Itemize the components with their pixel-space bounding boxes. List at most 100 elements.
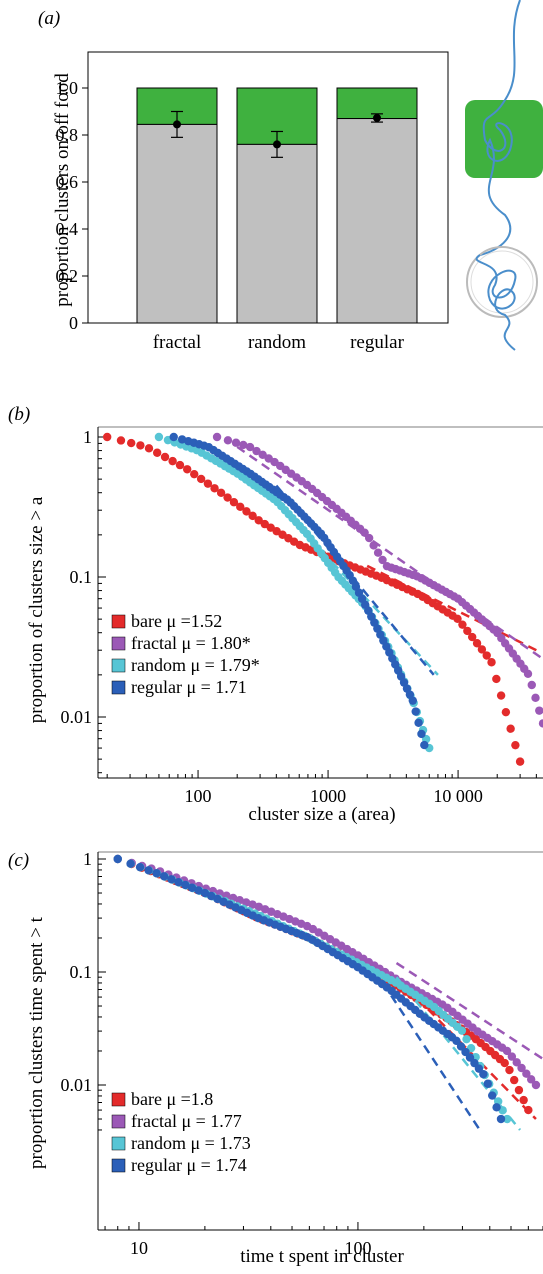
legend-label-fractal: fractal μ = 1.80* — [131, 633, 251, 653]
point-fractal — [212, 432, 222, 442]
point-bare — [136, 441, 145, 450]
y-tick-label: 1 — [83, 427, 92, 447]
point-fractal — [248, 900, 257, 909]
point-regular — [152, 869, 161, 878]
point-regular — [169, 432, 178, 442]
mean-point — [273, 140, 281, 149]
y-tick-label: 0.01 — [61, 1075, 93, 1095]
point-fractal — [512, 1058, 521, 1067]
log-chart-b: (b) proportion of clusters size > a clus… — [8, 404, 543, 825]
point-regular — [492, 1103, 501, 1112]
point-random — [457, 1026, 467, 1035]
y-tick-label: 0.01 — [61, 707, 93, 727]
point-regular — [408, 696, 417, 705]
legend-label-random: random μ = 1.79* — [131, 655, 260, 675]
mean-point — [373, 113, 381, 122]
point-bare — [510, 1075, 519, 1085]
point-bare — [242, 507, 251, 516]
point-bare — [487, 658, 496, 667]
legend-swatch-bare — [111, 1092, 126, 1107]
point-regular — [159, 872, 169, 881]
legend-swatch-regular — [111, 680, 126, 695]
point-bare — [210, 484, 219, 493]
point-fractal — [531, 1080, 541, 1090]
food-patch-illustration — [465, 0, 543, 351]
point-bare — [482, 651, 491, 660]
point-fractal — [373, 548, 383, 557]
point-bare — [506, 724, 515, 733]
x-tick-label-a: fractal — [153, 332, 202, 353]
point-bare — [511, 740, 520, 750]
point-bare — [168, 456, 177, 466]
point-fractal — [231, 438, 241, 447]
point-regular — [452, 1036, 461, 1046]
point-fractal — [258, 450, 267, 460]
plot-area — [102, 432, 543, 766]
point-regular — [181, 880, 190, 890]
legend-label-regular: regular μ = 1.71 — [131, 677, 247, 697]
point-regular — [187, 883, 197, 892]
point-bare — [514, 1085, 524, 1095]
fit-line-random — [395, 976, 522, 1131]
legend-swatch-random — [111, 1136, 126, 1151]
point-bare — [467, 632, 477, 642]
point-regular — [417, 729, 426, 739]
point-random — [502, 1114, 512, 1124]
point-regular — [174, 878, 183, 887]
legend-swatch-regular — [111, 1158, 126, 1173]
point-bare — [501, 707, 511, 717]
point-regular — [496, 1114, 506, 1124]
legend-swatch-random — [111, 658, 126, 673]
point-bare — [477, 645, 487, 654]
point-fractal — [517, 1063, 526, 1073]
legend-swatch-fractal — [111, 1114, 126, 1129]
legend-label-bare: bare μ =1.8 — [131, 1089, 213, 1109]
panel-c: (c) proportion clusters time spent > t t… — [0, 838, 543, 1269]
x-tick-label: 100 — [344, 1238, 371, 1258]
x-tick-label: 10 000 — [433, 786, 483, 806]
point-fractal — [523, 669, 533, 678]
point-fractal — [538, 719, 543, 728]
bar-off-food — [136, 123, 218, 324]
point-bare — [458, 620, 467, 629]
point-regular — [200, 888, 210, 898]
point-bare — [175, 460, 185, 470]
panel-a: (a) proportion clusters on/off food 0 0.2… — [0, 0, 543, 370]
point-bare — [190, 469, 199, 479]
y-tick-label-a: 0.4 — [56, 219, 79, 239]
point-fractal — [527, 680, 536, 690]
legend-swatch-fractal — [111, 636, 126, 651]
point-regular — [126, 859, 135, 868]
panel-label-b: (b) — [8, 404, 30, 425]
point-regular — [414, 718, 423, 727]
point-regular — [113, 854, 122, 864]
point-regular — [144, 866, 153, 875]
point-bare — [496, 691, 506, 700]
x-tick-label-a: random — [248, 332, 306, 353]
point-fractal — [522, 1069, 531, 1078]
point-bare — [236, 502, 245, 512]
y-tick-label-a: 1.0 — [56, 78, 79, 98]
y-tick-label: 0.1 — [70, 962, 93, 982]
point-fractal — [526, 1075, 536, 1084]
point-regular — [420, 740, 429, 750]
y-tick-label-a: 0.6 — [56, 172, 79, 192]
point-fractal — [507, 1052, 517, 1061]
point-bare — [144, 444, 154, 453]
xlabel-b: cluster size a (area) — [248, 804, 395, 825]
point-regular — [456, 1042, 466, 1051]
panel-label-c: (c) — [8, 850, 29, 871]
point-bare — [254, 516, 263, 525]
point-bare — [463, 626, 472, 636]
fit-line-regular — [275, 484, 435, 676]
x-tick-label-a: regular — [350, 332, 404, 353]
point-regular — [483, 1079, 492, 1088]
point-regular — [411, 707, 420, 716]
legend-swatch-bare — [111, 614, 126, 629]
point-bare — [152, 448, 162, 457]
ylabel-c: proportion clusters time spent > t — [26, 916, 47, 1169]
point-regular — [479, 1069, 488, 1079]
point-bare — [216, 488, 226, 498]
panel-label-a: (a) — [38, 8, 60, 29]
point-bare — [515, 757, 525, 766]
